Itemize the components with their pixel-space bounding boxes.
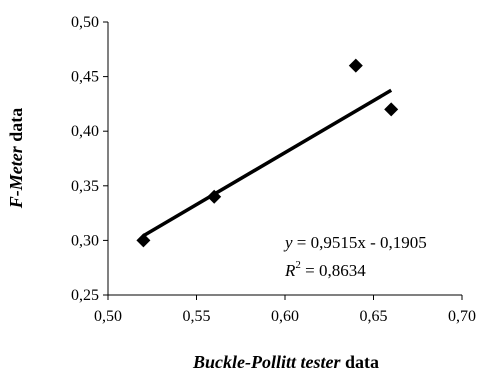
axes xyxy=(103,21,463,300)
y-tick-label: 0,40 xyxy=(71,123,99,140)
x-tick-label: 0,60 xyxy=(271,308,299,325)
data-point xyxy=(384,102,399,117)
x-tick-label: 0,55 xyxy=(183,308,211,325)
x-tick-labels: 0,50 0,55 0,60 0,65 0,70 xyxy=(94,308,476,325)
data-points xyxy=(136,58,399,248)
x-axis-title: Buckle-Pollitt tester data xyxy=(192,352,379,372)
y-tick-label: 0,25 xyxy=(71,287,99,304)
y-tick-label: 0,45 xyxy=(71,69,99,86)
r-squared-value: = 0,8634 xyxy=(301,261,366,280)
equation-text: = 0,9515x - 0,1905 xyxy=(293,233,427,252)
data-point xyxy=(348,58,363,73)
r-squared-label: R2 = 0,8634 xyxy=(284,259,366,280)
x-tick-label: 0,65 xyxy=(360,308,388,325)
data-point xyxy=(136,233,151,248)
x-tick-label: 0,70 xyxy=(448,308,476,325)
y-tick-label: 0,30 xyxy=(71,232,99,249)
regression-equation: y = 0,9515x - 0,1905 xyxy=(283,233,427,252)
x-tick-label: 0,50 xyxy=(94,308,122,325)
trendline-group xyxy=(142,88,393,238)
y-axis-title: F-Meter data xyxy=(6,108,26,210)
y-tick-label: 0,50 xyxy=(71,14,99,31)
data-point xyxy=(207,189,222,204)
equation-variable: y xyxy=(283,233,293,252)
y-tick-label: 0,35 xyxy=(71,178,99,195)
y-tick-labels: 0,25 0,30 0,35 0,40 0,45 0,50 xyxy=(71,14,99,304)
r-squared-exponent: 2 xyxy=(295,259,301,271)
trendline xyxy=(142,88,393,238)
r-squared-variable: R xyxy=(284,261,296,280)
